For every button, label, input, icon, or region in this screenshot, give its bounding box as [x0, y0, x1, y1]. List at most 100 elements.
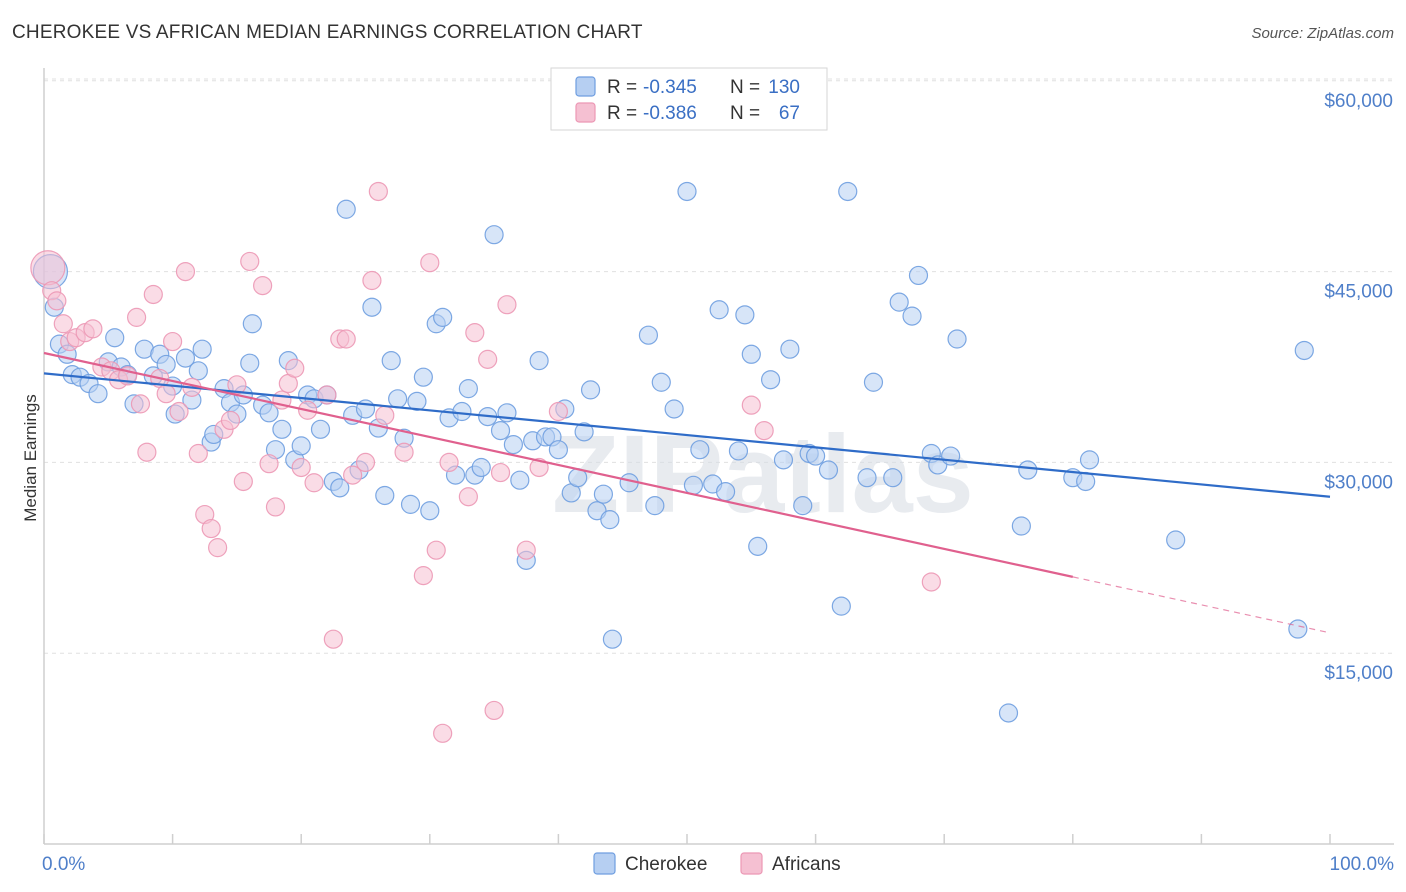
series-legend: Cherokee Africans: [593, 852, 841, 875]
legend-box: [550, 67, 828, 131]
point-cherokee-103: [773, 450, 794, 470]
point-africans-19: [169, 401, 189, 422]
point-cherokee-68: [490, 421, 511, 441]
trendline-cherokee: [43, 372, 1331, 498]
point-africans-62: [529, 457, 549, 478]
correlation-legend: R = -0.345 N = 130 R = -0.386 N = 67: [550, 67, 828, 131]
chart-source: Source: ZipAtlas.com: [1251, 25, 1394, 42]
point-cherokee-98: [728, 441, 749, 461]
point-cherokee-96: [709, 300, 729, 320]
point-cherokee-82: [580, 380, 601, 400]
point-africans-22: [188, 443, 208, 464]
point-cherokee-40: [310, 419, 331, 439]
legend-r-label-1: R =: [607, 103, 637, 124]
point-cherokee-19: [175, 348, 196, 368]
point-africans-37: [291, 457, 311, 478]
point-cherokee-37: [291, 436, 311, 456]
point-africans-63: [548, 401, 569, 422]
point-cherokee-70: [503, 434, 523, 455]
point-africans-20: [175, 262, 196, 282]
x-axis-ticks: [43, 834, 1331, 844]
legend-swatch-cherokee: [575, 76, 596, 97]
point-cherokee-125: [1076, 471, 1096, 492]
point-cherokee-48: [362, 297, 382, 317]
point-cherokee-108: [818, 460, 839, 480]
point-cherokee-55: [407, 391, 427, 411]
point-africans-27: [220, 410, 241, 431]
trend-layer: [43, 351, 1331, 634]
point-africans-59: [490, 462, 511, 483]
point-cherokee-90: [651, 372, 671, 392]
point-africans-0: [30, 250, 66, 286]
point-cherokee-114: [889, 292, 909, 312]
point-africans-39: [304, 473, 324, 493]
series-layer: [30, 181, 1314, 743]
point-cherokee-77: [548, 440, 569, 460]
point-cherokee-59: [433, 307, 453, 327]
series-africans: [30, 181, 941, 743]
point-cherokee-9: [105, 328, 125, 348]
point-africans-7: [83, 319, 103, 339]
point-cherokee-110: [838, 181, 858, 202]
point-africans-51: [420, 253, 440, 273]
point-africans-44: [343, 465, 363, 485]
legend-r-value-0: -0.345: [643, 77, 697, 98]
point-cherokee-52: [388, 389, 408, 409]
point-africans-50: [413, 566, 433, 586]
point-cherokee-32: [259, 403, 279, 423]
point-africans-33: [265, 497, 286, 517]
point-africans-49: [394, 442, 414, 462]
point-africans-41: [323, 629, 343, 649]
point-africans-54: [439, 452, 459, 472]
point-africans-3: [53, 314, 73, 334]
point-cherokee-97: [715, 482, 736, 502]
legend-r-value-1: -0.386: [643, 103, 697, 124]
point-africans-57: [478, 349, 498, 369]
y-tick-label-30000: $30,000: [1324, 472, 1393, 493]
point-cherokee-34: [272, 419, 292, 439]
legend-r-label-0: R =: [607, 77, 637, 98]
point-africans-65: [754, 421, 774, 441]
point-africans-25: [208, 538, 228, 558]
point-cherokee-62: [452, 401, 472, 422]
point-africans-29: [233, 471, 253, 492]
point-africans-48: [375, 405, 395, 425]
point-cherokee-50: [375, 485, 395, 506]
point-cherokee-105: [793, 496, 813, 516]
point-cherokee-22: [192, 339, 212, 359]
point-cherokee-94: [690, 440, 710, 460]
point-africans-55: [458, 487, 478, 507]
point-africans-14: [137, 442, 157, 462]
legend-n-value-0: 130: [768, 77, 800, 98]
point-africans-15: [143, 284, 163, 305]
point-africans-45: [355, 452, 376, 472]
x-tick-labels: 0.0% 100.0%: [42, 854, 1394, 875]
point-cherokee-120: [947, 329, 967, 349]
point-africans-43: [336, 329, 356, 349]
point-cherokee-65: [471, 457, 491, 478]
point-cherokee-93: [683, 475, 704, 495]
point-africans-28: [227, 375, 247, 395]
point-africans-24: [201, 518, 221, 539]
y-tick-label-60000: $60,000: [1324, 91, 1393, 112]
point-cherokee-129: [1294, 340, 1314, 361]
point-africans-64: [741, 395, 761, 415]
point-cherokee-107: [805, 446, 826, 466]
point-cherokee-123: [1018, 460, 1038, 480]
point-cherokee-71: [510, 470, 530, 490]
point-africans-58: [484, 700, 504, 721]
point-cherokee-67: [484, 225, 504, 245]
point-cherokee-7: [88, 384, 108, 404]
point-cherokee-122: [1011, 516, 1031, 536]
point-cherokee-99: [735, 305, 755, 325]
point-africans-13: [130, 394, 151, 414]
point-cherokee-109: [831, 596, 851, 616]
bottom-legend-label-africans: Africans: [772, 854, 841, 875]
point-cherokee-116: [908, 265, 929, 286]
legend-n-value-1: 67: [779, 103, 800, 124]
point-cherokee-43: [330, 478, 350, 498]
point-cherokee-92: [677, 181, 697, 202]
point-africans-2: [47, 291, 67, 311]
point-africans-46: [362, 270, 382, 291]
